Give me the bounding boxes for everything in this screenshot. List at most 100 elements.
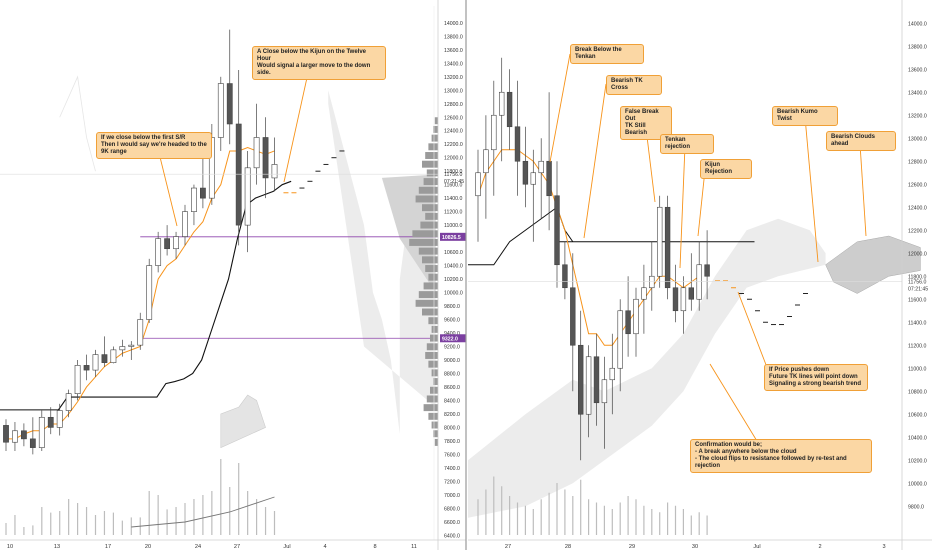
price-tick-label: 10200.0 [908, 458, 927, 464]
annotation-bearish-clouds-ahead[interactable]: Bearish Clouds ahead [826, 131, 896, 151]
left-cloud-large [328, 90, 436, 435]
candle [137, 319, 144, 346]
annotation-tenkan-rejection[interactable]: Tenkan rejection [660, 134, 714, 154]
candle [182, 211, 188, 237]
annotation-kijun-rejection[interactable]: Kijun Rejection [700, 159, 752, 179]
candle [475, 172, 481, 197]
volume-bar [690, 515, 692, 535]
price-tick-label: 8800.0 [444, 371, 460, 377]
x-tick-label: 10 [7, 544, 13, 550]
candle [12, 430, 18, 443]
candle [585, 356, 592, 415]
annotation-kijun-close[interactable]: A Close below the Kijun on the Twelve Ho… [252, 46, 386, 80]
annotation-bearish-tk-cross[interactable]: Bearish TK Cross [606, 75, 662, 95]
x-tick-label: 24 [195, 544, 201, 550]
right-chart-panel[interactable]: 14000.0 13800.0 13600.0 13400.0 13200.0 13000… [468, 0, 932, 550]
candle [680, 287, 687, 312]
volume-profile-bar [418, 186, 438, 194]
candle [577, 344, 584, 415]
price-tick-label: 11600.0 [444, 183, 462, 189]
price-tick-label: 12200.0 [908, 228, 927, 234]
candle [119, 346, 126, 351]
candle [514, 126, 521, 162]
volume-bar [635, 499, 637, 535]
price-tick-label: 9200.0 [444, 344, 460, 350]
candle [29, 438, 36, 448]
volume-bar [229, 487, 231, 535]
price-tick-label: 13000.0 [908, 136, 927, 142]
candle [244, 167, 251, 226]
candle [522, 160, 529, 185]
volume-profile-bar [412, 230, 438, 238]
price-tick-label: 9600.0 [444, 318, 460, 324]
volume-bar [572, 496, 574, 535]
annotation-sr-level[interactable]: If we close below the first S/R Then I w… [96, 132, 212, 159]
right-cloud [468, 218, 826, 518]
connector-bearish-tk [583, 83, 607, 239]
price-tick-label: 10000.0 [908, 481, 927, 487]
price-tick-label: 11800.0 [908, 274, 926, 280]
candle [101, 354, 108, 363]
candle [546, 160, 552, 197]
volume-profile-bar [434, 117, 438, 125]
connector-tenkan-rej [679, 145, 686, 269]
volume-bar [121, 520, 123, 535]
price-tick-label: 10400.0 [444, 264, 463, 270]
candle [235, 123, 242, 226]
price-tick-label: 14000.0 [908, 21, 927, 27]
annotation-if-price-pushes-down[interactable]: If Price pushes down Future TK lines wil… [764, 364, 868, 391]
volume-profile-bar [426, 169, 438, 177]
current-price-label: 11756.0 [908, 279, 926, 285]
volume-bar [112, 512, 114, 535]
volume-profile-bar [428, 273, 438, 281]
current-time-label: 07:21:45 [908, 286, 928, 292]
volume-bar [148, 491, 150, 535]
price-tick-label: 13200.0 [908, 113, 927, 119]
candle [570, 287, 576, 346]
price-tick-label: 9800.0 [908, 504, 924, 510]
price-tick-label: 8400.0 [444, 398, 460, 404]
volume-profile-bar [428, 143, 438, 151]
volume-bar [509, 496, 511, 535]
price-tick-label: 7200.0 [444, 479, 460, 485]
volume-profile-bar [422, 160, 438, 168]
price-tick-label: 7000.0 [444, 493, 460, 499]
price-tick-label: 6600.0 [444, 520, 460, 526]
annotation-bearish-kumo-twist[interactable]: Bearish Kumo Twist [772, 106, 838, 126]
price-tick-label: 7800.0 [444, 439, 460, 445]
volume-bar [50, 512, 52, 535]
candle [155, 238, 162, 266]
price-tick-label: 10600.0 [908, 412, 927, 418]
annotation-break-below-tenkan[interactable]: Break Below the Tenkan [570, 44, 644, 64]
volume-profile-bar [433, 378, 438, 386]
candle [3, 425, 9, 443]
volume-bar [103, 511, 106, 535]
price-tick-label: 12400.0 [444, 129, 463, 135]
connector-if-price [737, 291, 769, 371]
volume-profile-bar [423, 178, 438, 186]
volume-bar [77, 503, 79, 535]
volume-bar [485, 489, 487, 535]
price-tick-label: 12800.0 [908, 159, 927, 165]
level-label-bg [440, 334, 466, 343]
volume-profile-bar [426, 343, 438, 351]
volume-profile-bar [422, 204, 438, 212]
candle [554, 195, 560, 266]
volume-bar [564, 489, 566, 535]
price-tick-label: 13600.0 [444, 48, 463, 54]
price-tick-label: 12600.0 [908, 182, 927, 188]
volume-profile-bar [434, 438, 438, 446]
price-tick-label: 13600.0 [908, 67, 927, 73]
price-tick-label: 12600.0 [444, 115, 463, 121]
volume-bar [166, 509, 168, 535]
left-chart-panel[interactable]: 14000.0 13800.0 13600.0 13400.0 13200.0 13000… [0, 0, 466, 550]
candle [649, 275, 655, 289]
volume-bar [184, 503, 186, 535]
volume-bar [175, 507, 177, 535]
price-tick-label: 11200.0 [908, 343, 926, 349]
annotation-confirmation[interactable]: Confirmation would be; - A break anywher… [690, 439, 872, 473]
volume-bar [130, 517, 132, 535]
volume-bar [627, 496, 629, 535]
candle [538, 160, 544, 174]
